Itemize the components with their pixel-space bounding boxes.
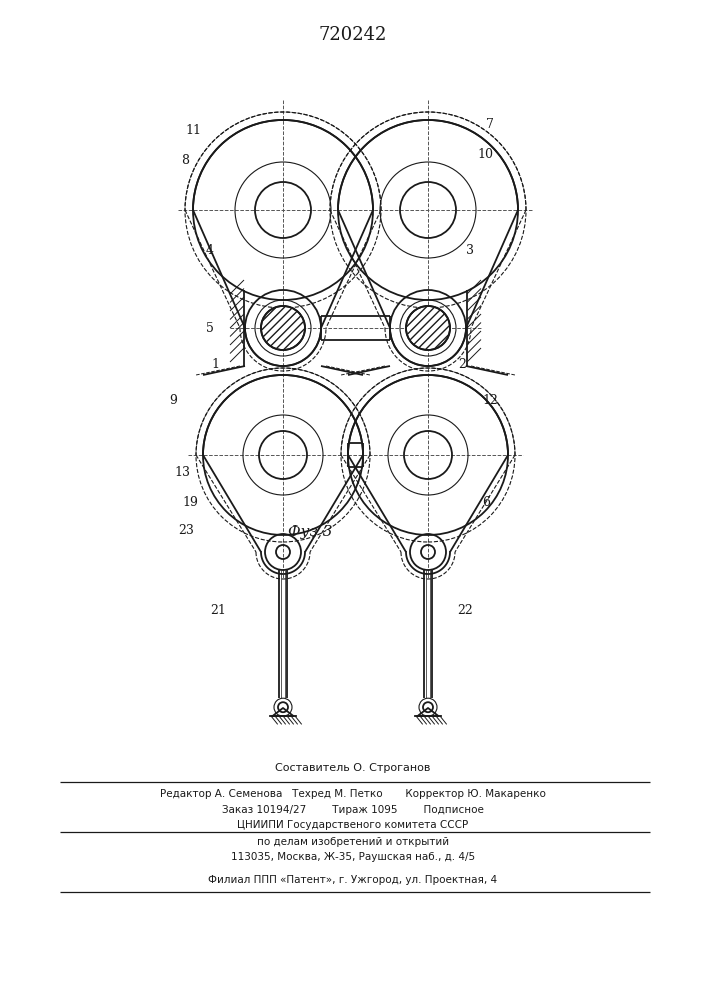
Text: Филиал ППП «Патент», г. Ужгород, ул. Проектная, 4: Филиал ППП «Патент», г. Ужгород, ул. Про… [209, 875, 498, 885]
Text: 22: 22 [457, 603, 473, 616]
Circle shape [406, 306, 450, 350]
Text: 23: 23 [178, 524, 194, 536]
Text: 1: 1 [211, 359, 219, 371]
Text: 10: 10 [477, 148, 493, 161]
Text: Составитель О. Строганов: Составитель О. Строганов [275, 763, 431, 773]
Text: 6: 6 [482, 495, 490, 508]
Text: Редактор А. Семенова   Техред М. Петко       Корректор Ю. Макаренко: Редактор А. Семенова Техред М. Петко Кор… [160, 789, 546, 799]
Text: 3: 3 [466, 243, 474, 256]
Text: 12: 12 [482, 393, 498, 406]
Text: 19: 19 [182, 495, 198, 508]
Text: 13: 13 [174, 466, 190, 479]
Text: 4: 4 [206, 243, 214, 256]
Text: 2: 2 [458, 359, 466, 371]
Text: 21: 21 [210, 603, 226, 616]
Text: по делам изобретений и открытий: по делам изобретений и открытий [257, 837, 449, 847]
Text: 113035, Москва, Ж-35, Раушская наб., д. 4/5: 113035, Москва, Ж-35, Раушская наб., д. … [231, 852, 475, 862]
Text: ЦНИИПИ Государственого комитета СССР: ЦНИИПИ Государственого комитета СССР [238, 820, 469, 830]
Text: 9: 9 [169, 393, 177, 406]
Text: 720242: 720242 [319, 26, 387, 44]
Text: 5: 5 [206, 322, 214, 334]
Text: 11: 11 [185, 123, 201, 136]
Text: Заказ 10194/27        Тираж 1095        Подписное: Заказ 10194/27 Тираж 1095 Подписное [222, 805, 484, 815]
Circle shape [261, 306, 305, 350]
Text: Фуз 3: Фуз 3 [288, 525, 332, 539]
Text: 8: 8 [181, 153, 189, 166]
Text: 7: 7 [486, 118, 494, 131]
